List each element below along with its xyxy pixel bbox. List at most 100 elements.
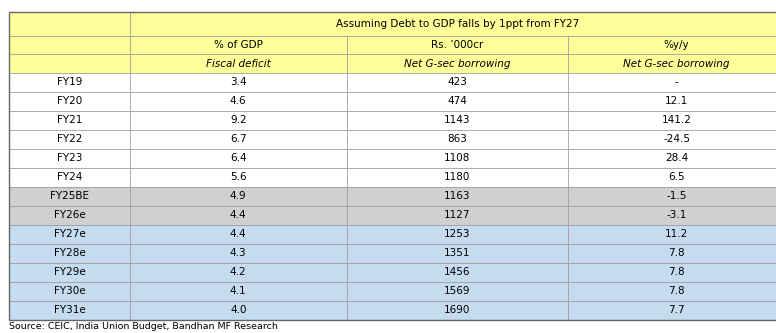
Text: FY19: FY19 — [57, 77, 82, 88]
Text: 4.2: 4.2 — [230, 267, 247, 277]
Text: 7.8: 7.8 — [668, 267, 685, 277]
Text: 7.7: 7.7 — [668, 305, 685, 315]
Bar — [130, 301, 347, 320]
Text: 4.6: 4.6 — [230, 96, 247, 107]
Bar — [568, 187, 776, 206]
Bar — [568, 92, 776, 111]
Text: FY28e: FY28e — [54, 248, 85, 258]
Text: 1253: 1253 — [444, 229, 471, 239]
Bar — [347, 244, 568, 263]
Bar — [568, 244, 776, 263]
Text: 4.1: 4.1 — [230, 286, 247, 296]
Text: 1351: 1351 — [444, 248, 471, 258]
Text: 1690: 1690 — [445, 305, 470, 315]
Text: 1456: 1456 — [444, 267, 471, 277]
Bar — [130, 263, 347, 282]
Bar — [568, 168, 776, 187]
Bar — [9, 168, 130, 187]
Text: Net G-sec borrowing: Net G-sec borrowing — [404, 59, 511, 69]
Text: FY30e: FY30e — [54, 286, 85, 296]
Text: 863: 863 — [448, 134, 467, 145]
Bar — [347, 206, 568, 225]
Text: -1.5: -1.5 — [667, 191, 687, 201]
Bar — [9, 282, 130, 301]
Text: 3.4: 3.4 — [230, 77, 247, 88]
Bar — [347, 36, 568, 54]
Bar — [9, 36, 130, 54]
Bar — [130, 12, 776, 36]
Text: Fiscal deficit: Fiscal deficit — [206, 59, 271, 69]
Bar — [347, 149, 568, 168]
Bar — [130, 244, 347, 263]
Bar — [9, 111, 130, 130]
Text: 6.7: 6.7 — [230, 134, 247, 145]
Bar — [9, 206, 130, 225]
Bar — [9, 149, 130, 168]
Bar — [9, 263, 130, 282]
Bar — [568, 263, 776, 282]
Text: 5.6: 5.6 — [230, 172, 247, 182]
Bar — [130, 130, 347, 149]
Text: Source: CEIC, India Union Budget, Bandhan MF Research: Source: CEIC, India Union Budget, Bandha… — [9, 322, 278, 331]
Text: FY22: FY22 — [57, 134, 82, 145]
Bar — [568, 73, 776, 92]
Bar — [347, 130, 568, 149]
Text: 4.3: 4.3 — [230, 248, 247, 258]
Bar — [130, 282, 347, 301]
Bar — [9, 187, 130, 206]
Text: % of GDP: % of GDP — [214, 40, 262, 50]
Bar — [130, 54, 347, 73]
Text: 474: 474 — [448, 96, 467, 107]
Bar — [130, 149, 347, 168]
Text: FY26e: FY26e — [54, 210, 85, 220]
Bar — [347, 263, 568, 282]
Text: 11.2: 11.2 — [665, 229, 688, 239]
Bar — [347, 54, 568, 73]
Text: Assuming Debt to GDP falls by 1ppt from FY27: Assuming Debt to GDP falls by 1ppt from … — [336, 19, 579, 29]
Text: 4.9: 4.9 — [230, 191, 247, 201]
Text: 6.4: 6.4 — [230, 153, 247, 164]
Text: 423: 423 — [448, 77, 467, 88]
Bar — [9, 92, 130, 111]
Text: 1163: 1163 — [444, 191, 471, 201]
Bar — [568, 149, 776, 168]
Bar — [347, 168, 568, 187]
Bar — [130, 206, 347, 225]
Text: %y/y: %y/y — [663, 40, 690, 50]
Text: FY20: FY20 — [57, 96, 82, 107]
Text: 1108: 1108 — [445, 153, 470, 164]
Bar — [130, 36, 347, 54]
Text: 1569: 1569 — [444, 286, 471, 296]
Bar — [9, 54, 130, 73]
Text: 4.4: 4.4 — [230, 229, 247, 239]
Bar — [9, 301, 130, 320]
Text: FY23: FY23 — [57, 153, 82, 164]
Bar — [347, 225, 568, 244]
Text: 4.0: 4.0 — [230, 305, 247, 315]
Text: -24.5: -24.5 — [663, 134, 690, 145]
Text: FY29e: FY29e — [54, 267, 85, 277]
Bar — [568, 282, 776, 301]
Bar — [130, 92, 347, 111]
Bar — [347, 301, 568, 320]
Text: 28.4: 28.4 — [665, 153, 688, 164]
Bar — [9, 225, 130, 244]
Bar — [130, 73, 347, 92]
Bar — [568, 54, 776, 73]
Text: Rs. ’000cr: Rs. ’000cr — [431, 40, 483, 50]
Text: 141.2: 141.2 — [662, 115, 691, 126]
Bar — [568, 111, 776, 130]
Text: -3.1: -3.1 — [667, 210, 687, 220]
Bar — [347, 73, 568, 92]
Bar — [130, 225, 347, 244]
Bar — [347, 282, 568, 301]
Text: FY25BE: FY25BE — [50, 191, 89, 201]
Text: FY31e: FY31e — [54, 305, 85, 315]
Bar — [9, 12, 130, 36]
Bar — [9, 73, 130, 92]
Text: 1143: 1143 — [444, 115, 471, 126]
Text: FY27e: FY27e — [54, 229, 85, 239]
Text: FY24: FY24 — [57, 172, 82, 182]
Text: 9.2: 9.2 — [230, 115, 247, 126]
Bar — [9, 244, 130, 263]
